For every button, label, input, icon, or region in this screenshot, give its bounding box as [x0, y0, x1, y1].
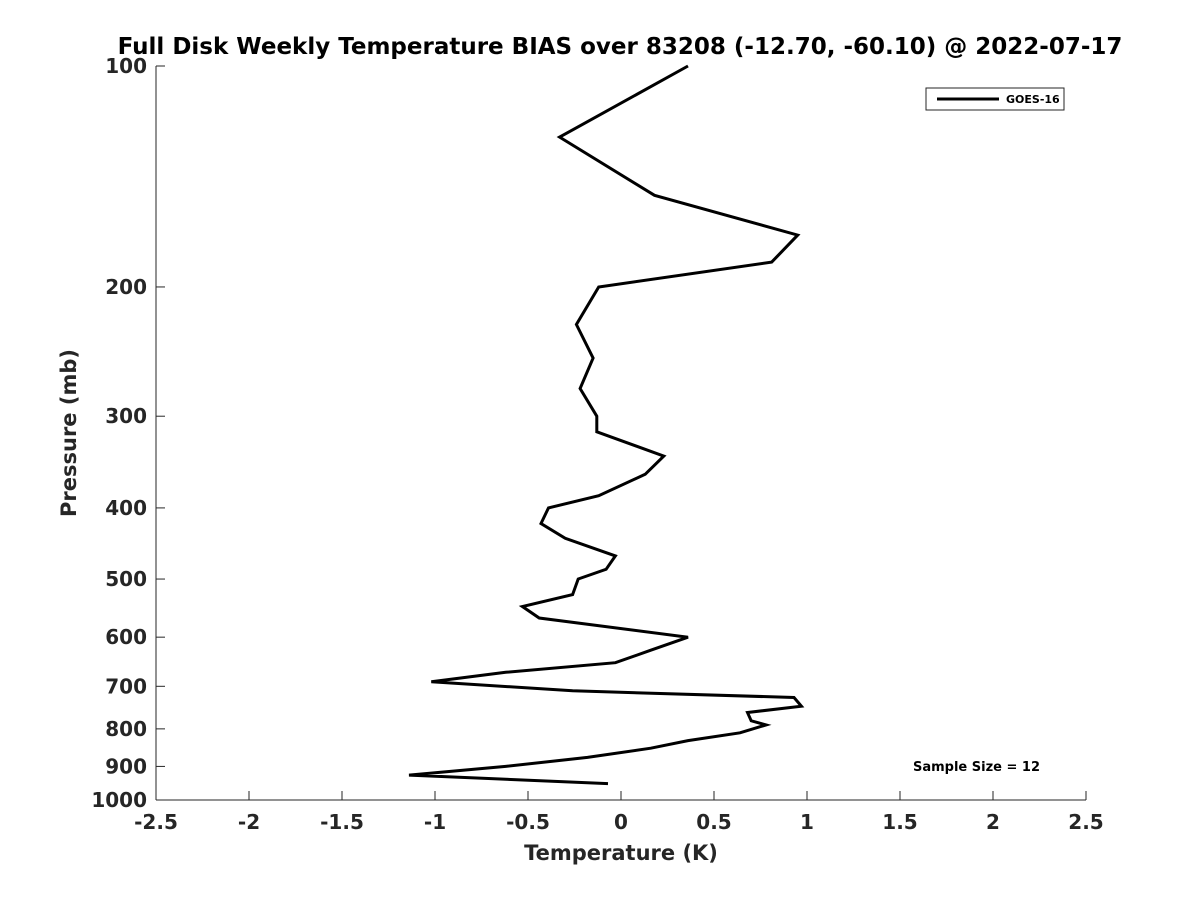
legend-label-goes-16: GOES-16 — [1006, 93, 1060, 106]
y-tick-label: 700 — [105, 674, 147, 698]
y-axis-label: Pressure (mb) — [57, 349, 81, 517]
sample-size-annotation: Sample Size = 12 — [913, 760, 1040, 775]
x-tick-label: -1 — [424, 810, 446, 834]
series-line-goes-16 — [408, 64, 805, 786]
chart-title: Full Disk Weekly Temperature BIAS over 8… — [118, 34, 1123, 60]
x-tick-label: -2 — [238, 810, 260, 834]
legend: GOES-16 — [925, 87, 1065, 111]
x-tick-label: 2.5 — [1068, 810, 1103, 834]
y-tick-label: 400 — [105, 496, 147, 520]
x-tick-label: 1 — [800, 810, 814, 834]
y-tick-label: 900 — [105, 754, 147, 778]
y-tick-label: 800 — [105, 717, 147, 741]
y-tick-label: 200 — [105, 275, 147, 299]
x-tick-label: -1.5 — [320, 810, 364, 834]
y-tick-label: 1000 — [91, 788, 147, 812]
x-tick-label: -0.5 — [506, 810, 550, 834]
x-tick-label: 2 — [986, 810, 1000, 834]
x-axis-ticks: -2.5 -2 -1.5 -1 -0.5 0 0.5 1 1.5 2 2.5 — [134, 791, 1104, 834]
x-tick-label: -2.5 — [134, 810, 178, 834]
y-tick-label: 300 — [105, 404, 147, 428]
y-tick-label: 100 — [105, 54, 147, 78]
y-tick-label: 500 — [105, 567, 147, 591]
x-axis-label: Temperature (K) — [524, 841, 718, 865]
y-tick-label: 600 — [105, 625, 147, 649]
x-tick-label: 0.5 — [696, 810, 731, 834]
x-tick-label: 0 — [614, 810, 628, 834]
series-group — [408, 64, 805, 786]
y-axis-ticks: 100 200 300 400 500 600 700 800 900 1000 — [91, 54, 165, 812]
x-tick-label: 1.5 — [882, 810, 917, 834]
